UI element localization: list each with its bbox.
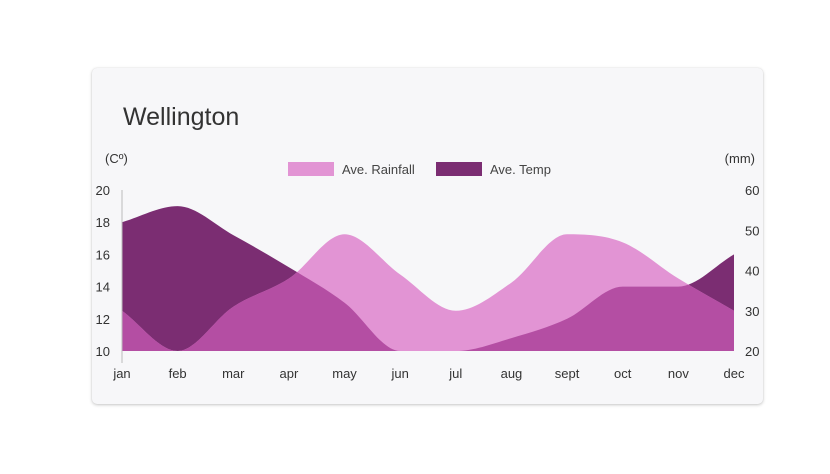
legend-label: Ave. Temp — [490, 162, 551, 177]
left-axis-ticks: 10 12 14 16 18 20 — [96, 183, 110, 359]
right-tick-label: 20 — [745, 344, 759, 359]
x-axis-ticks: jan feb mar apr may jun jul aug sept oct nov dec — [112, 366, 745, 381]
x-tick-label: mar — [222, 366, 245, 381]
right-tick-label: 60 — [745, 183, 759, 198]
left-tick-label: 12 — [96, 312, 110, 327]
x-tick-label: jan — [112, 366, 130, 381]
x-tick-label: jul — [448, 366, 462, 381]
right-tick-label: 50 — [745, 223, 759, 238]
left-tick-label: 10 — [96, 344, 110, 359]
left-tick-label: 18 — [96, 215, 110, 230]
plot-areas — [122, 206, 734, 351]
x-tick-label: oct — [614, 366, 632, 381]
chart-legend: Ave. Rainfall Ave. Temp — [288, 162, 551, 177]
x-tick-label: jun — [391, 366, 409, 381]
chart-title: Wellington — [123, 103, 240, 131]
legend-item[interactable]: Ave. Rainfall — [288, 162, 415, 177]
x-tick-label: sept — [555, 366, 580, 381]
x-tick-label: nov — [668, 366, 689, 381]
legend-swatch — [288, 162, 334, 176]
chart-card: Wellington Ave. Rainfall Ave. Temp (Cº) (… — [92, 68, 763, 404]
area-chart: Ave. Rainfall Ave. Temp (Cº) (mm) 1012141… — [96, 151, 760, 381]
x-tick-label: may — [332, 366, 357, 381]
x-tick-label: aug — [501, 366, 523, 381]
right-axis-ticks: 20 30 40 50 60 — [745, 183, 759, 359]
right-tick-label: 40 — [745, 264, 759, 279]
legend-item[interactable]: Ave. Temp — [436, 162, 551, 177]
left-tick-label: 14 — [96, 280, 110, 295]
right-tick-label: 30 — [745, 304, 759, 319]
left-tick-label: 20 — [96, 183, 110, 198]
x-tick-label: dec — [724, 366, 745, 381]
x-tick-label: apr — [280, 366, 299, 381]
x-tick-label: feb — [169, 366, 187, 381]
legend-label: Ave. Rainfall — [342, 162, 415, 177]
left-axis-label: (Cº) — [105, 151, 128, 166]
right-axis-label: (mm) — [725, 151, 755, 166]
legend-swatch — [436, 162, 482, 176]
left-tick-label: 16 — [96, 247, 110, 262]
